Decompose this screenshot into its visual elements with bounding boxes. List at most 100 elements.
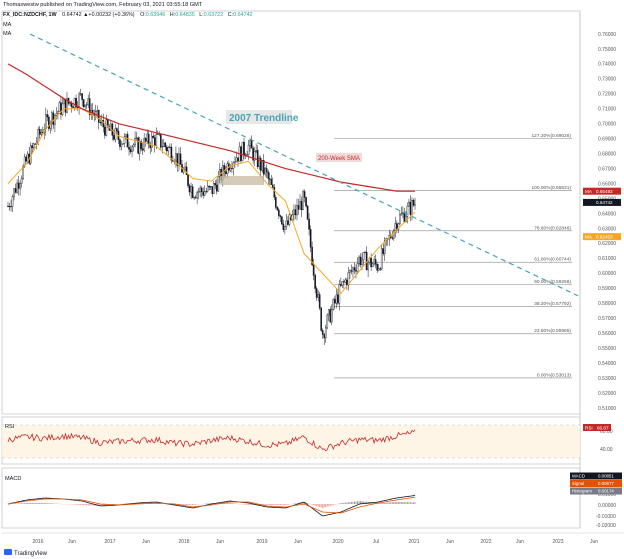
- time-tick: 2018: [178, 539, 189, 545]
- macd-hist-bar: [40, 503, 42, 504]
- price-tick: 0.69000: [598, 137, 616, 143]
- candle-body: [373, 259, 375, 265]
- macd-hist-bar: [353, 501, 355, 504]
- candle-body: [160, 134, 162, 148]
- candle-body: [306, 205, 309, 220]
- time-tick: Jun: [142, 539, 150, 545]
- macd-hist-bar: [267, 504, 269, 505]
- candle-body: [367, 262, 369, 271]
- macd-badge-text: MACD: [572, 474, 585, 479]
- price-badge-value: 0.64742: [596, 200, 613, 205]
- candle-body: [253, 151, 256, 161]
- candle-body: [196, 192, 198, 199]
- macd-hist-bar: [281, 504, 283, 505]
- candle-body: [270, 179, 273, 186]
- macd-hist-bar: [93, 504, 95, 506]
- candle-body: [52, 112, 55, 125]
- candle-body: [371, 263, 374, 268]
- macd-tick-1: 0.00000: [598, 503, 616, 509]
- candle-body: [299, 201, 301, 210]
- candle-body: [337, 294, 339, 304]
- candle-body: [82, 99, 85, 107]
- candle-body: [16, 182, 18, 193]
- macd-hist-bar: [323, 504, 325, 508]
- price-tick: 0.59000: [598, 286, 616, 292]
- price-badge-value: 0.65493: [596, 189, 613, 194]
- macd-hist-bar: [385, 502, 387, 504]
- rsi-axis: 60.00 40.00 RSI 66.87: [583, 424, 613, 453]
- macd-hist-bar: [352, 501, 354, 504]
- candle-body: [135, 137, 138, 139]
- macd-hist-bar: [86, 504, 88, 506]
- price-tick: 0.51000: [598, 406, 616, 412]
- macd-hist-bar: [358, 501, 360, 504]
- macd-hist-bar: [360, 501, 362, 504]
- candle-body: [382, 248, 385, 254]
- price-tick: 0.61000: [598, 256, 616, 262]
- macd-hist-bar: [223, 503, 225, 504]
- candle-body: [267, 171, 270, 179]
- candle-body: [334, 299, 336, 304]
- short-ma-line: [7, 108, 416, 295]
- macd-hist-bar: [285, 504, 287, 505]
- price-tick: 0.74000: [598, 62, 616, 68]
- macd-tick-0: 0.01000: [598, 492, 616, 498]
- fib-level-label: 38.20%(0.57792): [534, 301, 571, 307]
- price-tick: 0.71000: [598, 107, 616, 113]
- candle-body: [184, 166, 186, 170]
- candle-body: [37, 129, 40, 143]
- candle-body: [144, 138, 147, 142]
- macd-hist-bar: [179, 504, 181, 505]
- signal-line: [7, 496, 416, 514]
- candle-body: [7, 205, 9, 207]
- macd-hist-bar: [84, 504, 86, 506]
- rsi-label: RSI: [5, 424, 15, 430]
- macd-hist-bar: [357, 501, 359, 504]
- trendline-label: 2007 Trendline: [229, 113, 299, 124]
- candle-body: [113, 135, 115, 140]
- macd-hist-bar: [31, 503, 33, 504]
- price-tick: 0.63000: [598, 226, 616, 232]
- candle-body: [78, 93, 80, 108]
- macd-badge-bg: [570, 487, 622, 495]
- macd-hist-bar: [243, 504, 245, 505]
- macd-hist-bar: [325, 504, 327, 508]
- macd-hist-bar: [249, 504, 251, 505]
- candle-body: [119, 139, 121, 147]
- macd-hist-bar: [46, 503, 48, 504]
- candle-body: [275, 197, 277, 208]
- price-tick: 0.72000: [598, 92, 616, 98]
- macd-hist-bar: [320, 504, 322, 508]
- candle-body: [309, 229, 312, 248]
- candle-body: [293, 209, 295, 215]
- price-tick: 0.66000: [598, 181, 616, 187]
- close-value: 0.64742: [233, 12, 253, 18]
- macd-hist-bar: [279, 504, 281, 505]
- annotations: 2007 Trendline 200-Week SMA: [220, 110, 362, 185]
- macd-hist-bar: [408, 502, 410, 504]
- macd-hist-bar: [98, 504, 100, 506]
- macd-hist-bar: [322, 504, 324, 508]
- macd-hist-bar: [266, 504, 268, 505]
- candle-body: [397, 223, 400, 230]
- fib-level-label: 61.80%(0.60744): [534, 257, 571, 263]
- macd-hist-bar: [414, 502, 416, 504]
- open-value: 0.63946: [146, 12, 166, 18]
- candle-body: [85, 104, 88, 106]
- macd-hist-bar: [341, 502, 343, 504]
- candle-body: [355, 270, 357, 272]
- macd-hist-bar: [272, 504, 274, 505]
- candle-body: [81, 93, 83, 100]
- macd-hist-bar: [39, 503, 41, 504]
- candle-body: [131, 146, 133, 153]
- candle-body: [102, 120, 105, 128]
- candle-body: [185, 166, 188, 175]
- candle-body: [132, 144, 135, 147]
- macd-hist-bar: [104, 504, 106, 506]
- time-axis: 2016 Jun 2017 Jun 2018 Jun 2019 Jun 2020 Jul 2021 J…: [32, 539, 598, 545]
- macd-hist-bar: [81, 504, 83, 506]
- candle-body: [383, 240, 386, 254]
- macd-hist-bar: [30, 503, 32, 504]
- candle-body: [45, 114, 47, 130]
- candle-body: [217, 176, 220, 192]
